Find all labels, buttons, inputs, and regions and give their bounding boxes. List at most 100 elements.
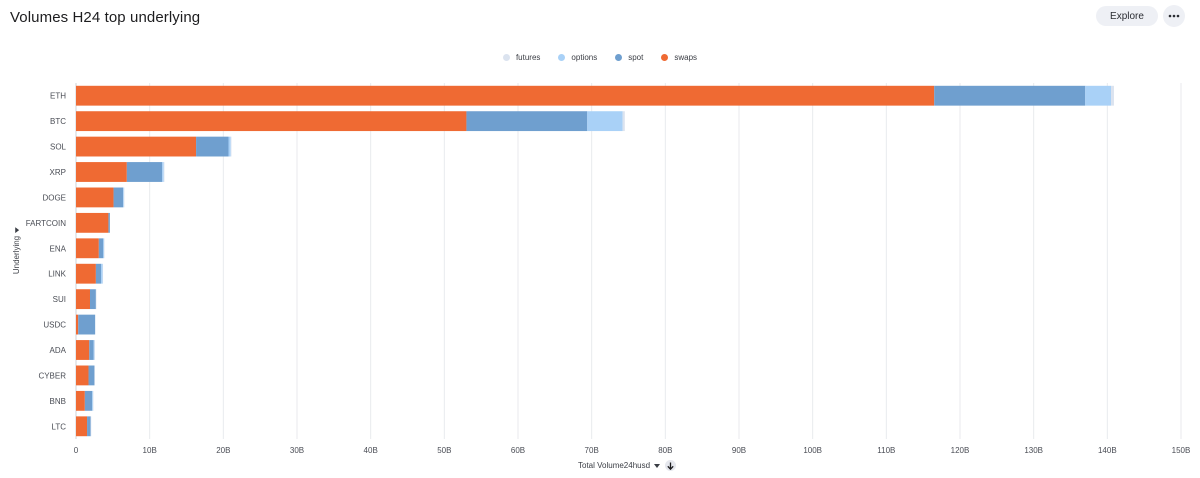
bar-spot[interactable] (88, 365, 95, 386)
y-tick-label: CYBER (38, 371, 66, 380)
chart-title: Volumes H24 top underlying (10, 9, 201, 26)
bar-swaps[interactable] (76, 289, 90, 310)
legend-item-options[interactable]: options (558, 53, 597, 62)
bar-spot[interactable] (95, 263, 102, 284)
bar-spot[interactable] (89, 289, 96, 310)
bar-swaps[interactable] (76, 340, 90, 360)
bar-swaps[interactable] (76, 212, 109, 233)
bar-options[interactable] (93, 340, 95, 360)
y-tick-label: USDC (43, 321, 66, 330)
legend-swatch-options (558, 54, 566, 61)
caret-down-icon (654, 463, 661, 468)
y-tick-label: SOL (50, 143, 67, 152)
bar-swaps[interactable] (76, 238, 99, 259)
more-options-button[interactable] (1163, 5, 1185, 27)
y-tick-label: FARTCOIN (26, 219, 67, 228)
bar-futures[interactable] (622, 111, 625, 132)
y-tick-label: ETH (50, 92, 66, 101)
more-horizontal-icon (1168, 14, 1180, 18)
bar-spot[interactable] (126, 162, 163, 182)
caret-down-icon (15, 226, 19, 233)
bar-spot[interactable] (466, 111, 588, 132)
x-tick-label: 110B (877, 446, 895, 455)
y-axis-title-wrap: Underlying (6, 200, 28, 300)
bar-futures[interactable] (103, 238, 105, 259)
x-tick-label: 40B (364, 446, 378, 455)
x-tick-label: 150B (1172, 446, 1191, 455)
bar-futures[interactable] (94, 340, 95, 360)
y-axis-title[interactable]: Underlying (12, 226, 22, 274)
y-tick-label: LINK (48, 270, 66, 279)
bar-futures[interactable] (230, 136, 232, 157)
bar-spot[interactable] (934, 85, 1086, 106)
bar-swaps[interactable] (76, 111, 467, 132)
legend-label-futures: futures (515, 53, 541, 62)
legend-item-swaps[interactable]: swaps (661, 53, 697, 62)
bar-options[interactable] (123, 187, 124, 208)
x-tick-label: 80B (658, 446, 672, 455)
bar-spot[interactable] (113, 187, 124, 208)
y-tick-label: LTC (51, 422, 66, 431)
bar-options[interactable] (92, 390, 93, 411)
bar-futures[interactable] (102, 263, 104, 284)
bar-swaps[interactable] (76, 365, 89, 386)
x-tick-label: 130B (1024, 446, 1043, 455)
bar-futures[interactable] (1111, 85, 1114, 106)
bar-options[interactable] (1085, 85, 1112, 106)
bar-spot[interactable] (84, 390, 93, 411)
legend-label-spot: spot (628, 53, 644, 62)
bar-swaps[interactable] (76, 187, 114, 208)
bar-swaps[interactable] (76, 390, 85, 411)
bar-spot[interactable] (87, 416, 91, 437)
sort-button[interactable] (665, 460, 677, 471)
bar-options[interactable] (587, 111, 623, 132)
x-tick-label: 100B (803, 446, 822, 455)
bar-spot[interactable] (196, 136, 229, 157)
bar-swaps[interactable] (76, 85, 935, 106)
arrow-down-icon (667, 462, 674, 470)
legend-item-spot[interactable]: spot (615, 53, 643, 62)
x-axis-title-wrap: Total Volume24husd (578, 460, 677, 471)
bar-swaps[interactable] (76, 136, 197, 157)
bar-futures[interactable] (95, 289, 97, 310)
legend-item-futures[interactable]: futures (502, 53, 541, 62)
legend-swatch-futures (502, 54, 510, 61)
bar-spot[interactable] (98, 238, 104, 259)
legend-swatch-spot (615, 54, 623, 61)
y-tick-label: DOGE (42, 193, 66, 202)
bar-futures[interactable] (92, 390, 94, 411)
bar-futures[interactable] (90, 416, 92, 437)
bar-options[interactable] (162, 162, 164, 182)
x-tick-label: 90B (732, 446, 746, 455)
y-axis-title-text: Underlying (12, 235, 22, 274)
x-tick-label: 30B (290, 446, 304, 455)
y-tick-label: BTC (50, 117, 66, 126)
bar-swaps[interactable] (76, 162, 127, 182)
x-tick-label: 20B (216, 446, 230, 455)
y-tick-label: BNB (50, 397, 66, 406)
bar-futures[interactable] (94, 365, 95, 386)
x-tick-label: 0 (74, 446, 79, 455)
x-tick-label: 120B (951, 446, 970, 455)
bar-options[interactable] (228, 136, 231, 157)
bar-futures[interactable] (123, 187, 125, 208)
bar-futures[interactable] (163, 162, 165, 182)
x-tick-label: 70B (585, 446, 599, 455)
bar-spot[interactable] (78, 314, 96, 335)
x-tick-label: 60B (511, 446, 525, 455)
y-tick-label: SUI (53, 295, 66, 304)
bar-options[interactable] (101, 263, 103, 284)
x-axis-title-text: Total Volume24husd (578, 461, 651, 470)
legend-label-options: options (571, 53, 598, 62)
y-tick-label: ENA (50, 244, 67, 253)
bar-swaps[interactable] (76, 263, 96, 284)
explore-button[interactable]: Explore (1096, 6, 1158, 26)
bar-spot[interactable] (108, 212, 110, 233)
bar-swaps[interactable] (76, 314, 79, 335)
bar-swaps[interactable] (76, 416, 88, 437)
bar-spot[interactable] (89, 340, 94, 360)
x-axis-title[interactable]: Total Volume24husd (578, 461, 661, 470)
x-tick-label: 10B (143, 446, 157, 455)
bar-options[interactable] (103, 238, 104, 259)
